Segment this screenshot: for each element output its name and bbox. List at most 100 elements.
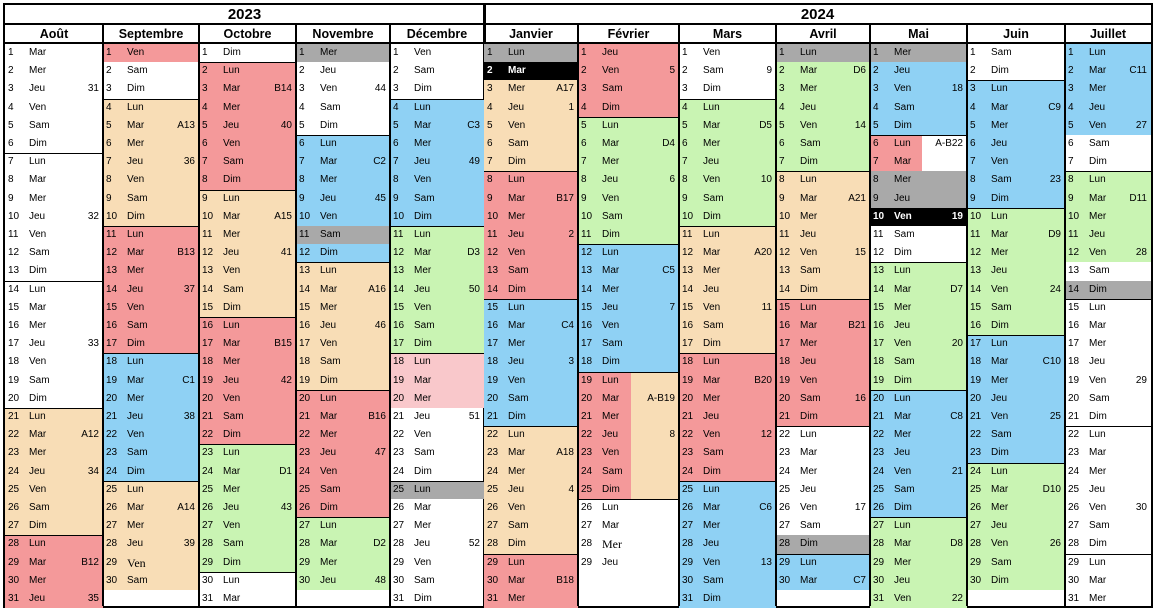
day-number: 3 <box>1068 83 1074 95</box>
day-number: 29 <box>8 556 20 568</box>
day-number: 1 <box>202 47 208 58</box>
day-number: 12 <box>487 247 499 259</box>
week-note: 46 <box>374 320 386 331</box>
day-number: 15 <box>779 301 791 313</box>
weekday-label: Dim <box>223 429 241 441</box>
weekday-label: Sam <box>29 119 50 131</box>
weekday-label: Jeu <box>320 65 337 77</box>
period-highlight <box>870 389 967 518</box>
weekday-label: Dim <box>127 465 145 477</box>
day-row: 31 Mer <box>484 590 578 608</box>
weekday-label: Dim <box>703 593 721 604</box>
weekday-label: Lun <box>508 174 525 186</box>
week-divider <box>199 62 296 64</box>
day-number: 19 <box>202 374 214 386</box>
period-highlight <box>776 535 870 554</box>
day-number: 4 <box>8 101 14 113</box>
day-number: 3 <box>299 83 305 95</box>
weekday-label: Mer <box>991 119 1009 131</box>
day-number: 22 <box>779 429 791 441</box>
day-number: 23 <box>202 447 214 459</box>
day-number: 22 <box>202 429 214 441</box>
day-row: 28 Ven 26 <box>967 535 1065 553</box>
day-row: 27 Jeu <box>967 517 1065 535</box>
day-number: 1 <box>779 47 785 58</box>
year-header: 2024 <box>484 5 1151 25</box>
day-number: 11 <box>873 229 884 240</box>
day-row: 13 Mar C5 <box>578 262 679 280</box>
day-number: 12 <box>299 247 311 259</box>
week-note: 33 <box>87 338 99 350</box>
day-number: 16 <box>8 320 20 331</box>
day-number: 22 <box>873 429 885 441</box>
day-row: 21 Dim <box>1065 408 1151 426</box>
weekday-label: Mer <box>894 47 912 58</box>
day-number: 27 <box>202 520 214 532</box>
weekday-label: Jeu <box>1089 483 1106 495</box>
week-note: C8 <box>950 411 963 422</box>
weekday-label: Dim <box>1089 538 1107 550</box>
day-number: 29 <box>682 556 694 568</box>
weekday-label: Sam <box>703 574 724 586</box>
day-number: 5 <box>106 119 112 131</box>
weekday-label: Lun <box>894 265 911 277</box>
period-highlight <box>578 244 679 372</box>
day-row: 4 Mar C9 <box>967 99 1065 117</box>
day-number: 17 <box>8 338 20 350</box>
weekday-label: Dim <box>320 247 338 259</box>
day-row: 28 Mar D2 <box>296 535 390 553</box>
week-note: 38 <box>183 411 195 422</box>
day-row: 19 Sam <box>5 372 103 390</box>
day-row: 7 Lun <box>5 153 103 171</box>
day-number: 26 <box>970 502 982 513</box>
day-row: 8 Mer <box>296 171 390 189</box>
day-number: 29 <box>393 556 405 568</box>
day-number: 13 <box>873 265 885 277</box>
day-number: 25 <box>202 483 214 495</box>
day-row: 25 Jeu 4 <box>484 481 578 499</box>
week-divider <box>199 571 296 573</box>
week-note: 44 <box>374 83 386 95</box>
day-number: 24 <box>487 465 499 477</box>
weekday-label: Dim <box>894 247 912 259</box>
day-row: 15 Dim <box>199 299 296 317</box>
day-row: 24 Mer <box>484 463 578 481</box>
week-note: 37 <box>183 283 195 295</box>
weekday-label: Mer <box>127 138 145 149</box>
day-row: 1 Jeu <box>578 44 679 62</box>
weekday-label: Lun <box>223 574 240 586</box>
day-number: 18 <box>873 356 885 368</box>
month-header: Novembre <box>296 25 390 44</box>
day-number: 14 <box>682 283 694 295</box>
day-row: 3 Mer <box>1065 80 1151 98</box>
week-note: 49 <box>468 156 480 168</box>
week-note: 50 <box>468 283 480 295</box>
weekday-label: Dim <box>223 301 241 313</box>
day-number: 9 <box>581 192 587 204</box>
day-row: 21 Dim <box>484 408 578 426</box>
day-number: 26 <box>106 502 118 513</box>
day-number: 10 <box>779 210 791 222</box>
day-number: 6 <box>393 138 399 149</box>
week-note: 30 <box>1135 502 1147 513</box>
weekday-label: Jeu <box>602 174 619 186</box>
day-number: 23 <box>970 447 982 459</box>
weekday-label: Lun <box>414 483 431 495</box>
weekday-label: Dim <box>508 538 526 550</box>
day-number: 25 <box>970 483 982 495</box>
day-row: 22 Ven <box>103 426 199 444</box>
weekday-label: Mar <box>127 374 145 386</box>
weekday-label: Ven <box>800 502 818 513</box>
day-row: 27 Mer <box>679 517 776 535</box>
day-row: 28 Jeu 39 <box>103 535 199 553</box>
day-number: 17 <box>487 338 499 350</box>
day-row: 8 Lun <box>1065 171 1151 189</box>
day-row: 13 Mer <box>390 262 484 280</box>
day-number: 29 <box>487 556 499 568</box>
weekday-label: Dim <box>703 83 721 95</box>
day-number: 9 <box>873 192 879 204</box>
weekday-label: Mer <box>703 265 721 277</box>
week-divider <box>296 517 390 519</box>
day-row: 5 Lun <box>578 117 679 135</box>
day-number: 31 <box>202 593 214 604</box>
